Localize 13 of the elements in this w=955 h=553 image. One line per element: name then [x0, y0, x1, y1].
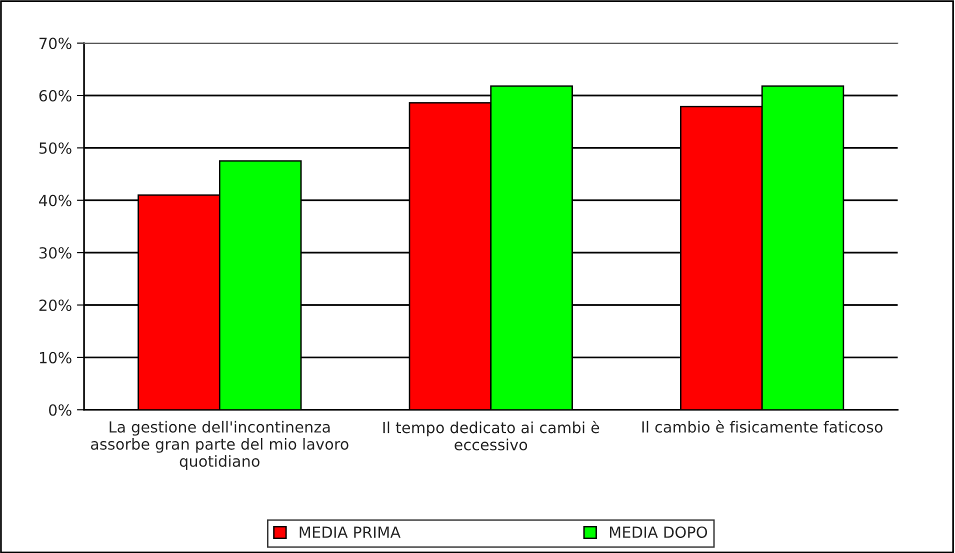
legend-label: MEDIA DOPO	[610, 526, 708, 538]
y-tick-label: 50%	[39, 142, 72, 154]
y-tick-label: 20%	[39, 299, 72, 312]
y-tick-label: 0%	[49, 404, 72, 416]
y-tick-label: 30%	[39, 247, 72, 259]
y-tick-label: 60%	[39, 90, 72, 102]
y-tick-label: 10%	[40, 352, 72, 364]
legend-label: MEDIA PRIMA	[300, 526, 401, 538]
x-tick-label: Il cambio è fisicamente faticoso	[642, 420, 882, 433]
x-tick-label: Il tempo dedicato ai cambi è eccessivo	[383, 420, 600, 450]
y-tick-label: 70%	[40, 38, 72, 50]
y-tick-label: 40%	[39, 194, 72, 206]
x-tick-label: La gestione dell'incontinenza assorbe gran parte del mio lavoro quotidiano	[90, 420, 348, 470]
